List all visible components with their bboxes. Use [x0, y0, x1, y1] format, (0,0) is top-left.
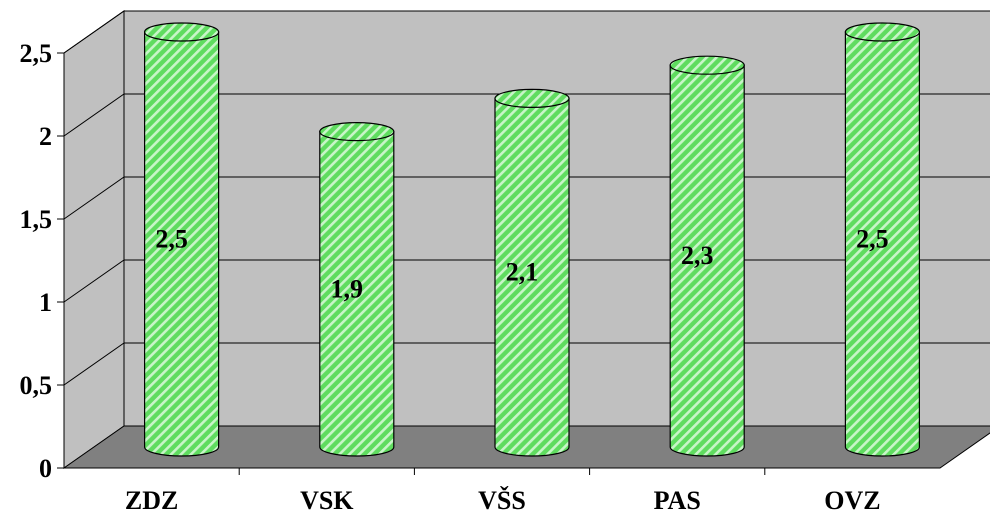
x-category-label: PAS — [654, 486, 701, 515]
data-label: 2,3 — [681, 241, 714, 270]
y-tick-label: 2,5 — [20, 39, 53, 68]
data-label: 2,5 — [856, 225, 889, 254]
y-tick-label: 2 — [39, 122, 52, 151]
x-category-label: VŠS — [478, 486, 526, 515]
bar-top — [320, 123, 394, 141]
side-wall — [64, 11, 124, 468]
x-category-label: ZDZ — [125, 486, 178, 515]
data-label: 1,9 — [331, 274, 364, 303]
x-category-label: VSK — [300, 486, 354, 515]
bar-top — [670, 56, 744, 74]
y-tick-label: 0,5 — [20, 371, 53, 400]
data-label: 2,5 — [155, 225, 188, 254]
bar-top — [845, 23, 919, 41]
data-label: 2,1 — [506, 258, 539, 287]
y-tick-label: 1,5 — [20, 205, 53, 234]
x-category-label: OVZ — [824, 486, 880, 515]
bar-top — [145, 23, 219, 41]
bar-top — [495, 89, 569, 107]
y-tick-label: 0 — [39, 454, 52, 483]
y-tick-label: 1 — [39, 288, 52, 317]
